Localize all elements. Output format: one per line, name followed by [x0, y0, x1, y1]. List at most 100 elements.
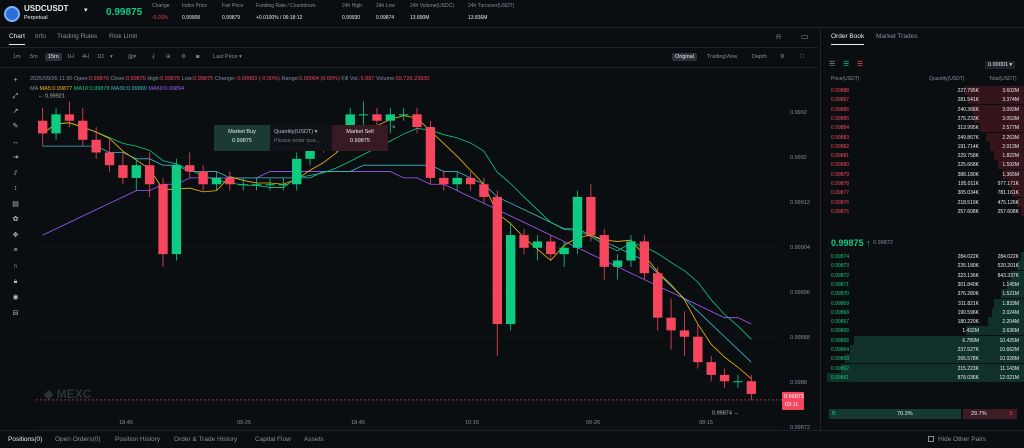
fullscreen-icon[interactable]: ⛶	[800, 54, 804, 60]
candlestick-chart[interactable]: 0.9992 0.9992 0.99912 0.99904 0.99896 0.99888…	[30, 68, 818, 430]
symbol-dropdown-icon[interactable]: ▾	[84, 7, 88, 14]
bid-row[interactable]: 0.99867 180.220K 2.204M	[821, 317, 1024, 327]
ask-row[interactable]: 0.99880 225.668K 1.592M	[821, 160, 1024, 170]
horizontal-ray-icon[interactable]: ⇥	[12, 154, 19, 161]
tab-assets[interactable]: Assets	[304, 436, 324, 443]
ask-row[interactable]: 0.99885 275.233K 3.053M	[821, 113, 1024, 123]
bid-row[interactable]: 0.99862 215.223K 11.143M	[821, 363, 1024, 373]
ask-row[interactable]: 0.99883 249.867K 2.263M	[821, 132, 1024, 142]
visibility-icon[interactable]: ◉	[12, 294, 19, 301]
bid-row[interactable]: 0.99874 284.022K 284.022K	[821, 252, 1024, 261]
interval-1h[interactable]: 1H	[67, 54, 75, 60]
view-tradingview[interactable]: TradingView	[707, 54, 738, 60]
bid-row[interactable]: 0.99873 235.180K 520.201K	[821, 261, 1024, 271]
tab-open-orders[interactable]: Open Orders(0)	[55, 436, 101, 443]
layout-both-icon[interactable]: ☰	[829, 61, 836, 68]
bid-row[interactable]: 0.99872 323.136K 843.337K	[821, 270, 1024, 280]
candle-body	[292, 158, 302, 185]
ask-row[interactable]: 0.99888 227.795K 3.602M	[821, 86, 1024, 95]
chart-area[interactable]: 0.9992 0.9992 0.99912 0.99904 0.99896 0.99888…	[30, 68, 818, 430]
bid-price: 0.99869	[831, 300, 850, 307]
ask-row[interactable]: 0.99877 305.034K 781.161K	[821, 188, 1024, 198]
interval-5m[interactable]: 5m	[30, 54, 38, 60]
bid-row[interactable]: 0.99868 190.596K 2.024M	[821, 307, 1024, 317]
interval-4h[interactable]: 4H	[82, 54, 90, 60]
symbol-name[interactable]: USDCUSDT	[24, 4, 69, 13]
bid-row[interactable]: 0.99871 301.840K 1.145M	[821, 279, 1024, 289]
interval-1m[interactable]: 1m	[13, 54, 21, 60]
interval-15m[interactable]: 15m	[45, 53, 62, 61]
market-buy-button[interactable]: Market Buy 0.99875	[214, 125, 270, 151]
tab-trading-rules[interactable]: Trading Rules	[57, 33, 98, 40]
ray-icon[interactable]: ↗	[12, 108, 19, 115]
tab-chart[interactable]: Chart	[9, 33, 25, 45]
quantity-input[interactable]	[274, 138, 328, 144]
candle-body	[104, 152, 115, 166]
bid-row[interactable]: 0.99864 237.527K 10.662M	[821, 345, 1024, 354]
bid-row[interactable]: 0.99865 6.789M 10.425M	[821, 335, 1024, 345]
close-icon[interactable]: ×	[392, 125, 396, 131]
trash-icon[interactable]: ⊟	[12, 310, 19, 317]
view-depth[interactable]: Depth	[752, 54, 767, 60]
rectangle-icon[interactable]: ▤	[12, 201, 19, 208]
path-icon[interactable]: ✥	[12, 232, 19, 239]
tab-info[interactable]: Info	[35, 33, 46, 40]
market-sell-button[interactable]: Market Sell 0.99875	[332, 125, 388, 151]
bid-row[interactable]: 0.99866 1.432M 3.636M	[821, 326, 1024, 336]
layout-bids-icon[interactable]: ☰	[843, 61, 850, 68]
indicator-icon[interactable]: ⨍	[152, 54, 155, 60]
view-original[interactable]: Original	[672, 53, 697, 61]
bid-row[interactable]: 0.99870 376.280K 1.521M	[821, 289, 1024, 299]
bid-row[interactable]: 0.99869 311.821K 1.833M	[821, 298, 1024, 308]
candle-body	[185, 165, 195, 172]
tab-capital-flow[interactable]: Capital Flow	[255, 436, 291, 443]
crosshair-icon[interactable]: +	[13, 77, 18, 84]
usdc-coin-icon	[4, 6, 20, 22]
fib-icon[interactable]: ≡	[13, 247, 18, 254]
chart-settings-icon[interactable]: ⚙	[780, 54, 785, 60]
bid-total: 843.337K	[997, 272, 1019, 279]
ask-row[interactable]: 0.99881 229.758K 1.822M	[821, 151, 1024, 161]
horizontal-line-icon[interactable]: ↔	[12, 139, 19, 146]
parallel-channel-icon[interactable]: ⫽	[13, 170, 18, 177]
trendline-icon[interactable]: ⤢	[12, 93, 19, 100]
hide-other-pairs-label: Hide Other Pairs	[938, 436, 987, 443]
bid-quantity: 237.527K	[957, 347, 979, 353]
layout-asks-icon[interactable]: ☰	[857, 61, 864, 68]
ask-depth-bar	[974, 113, 1024, 123]
tab-position-history[interactable]: Position History	[115, 436, 161, 443]
price-type-select[interactable]: Last Price ▾	[213, 54, 242, 60]
ask-row[interactable]: 0.99882 191.714K 2.013M	[821, 141, 1024, 151]
ask-row[interactable]: 0.99878 195.011K 977.171K	[821, 179, 1024, 188]
bid-total: 284.022K	[997, 254, 1019, 260]
ask-total: 3.053M	[1002, 115, 1019, 122]
collapse-icon[interactable]: ▭	[801, 32, 809, 41]
brush-icon[interactable]: ✿	[12, 216, 19, 223]
layout-icon[interactable]: ⊞	[166, 54, 171, 60]
bid-row[interactable]: 0.99863 265.578K 10.928M	[821, 354, 1024, 364]
ask-row[interactable]: 0.99876 218.519K 475.126K	[821, 197, 1024, 207]
pencil-icon[interactable]: ✎	[12, 123, 19, 130]
ask-row[interactable]: 0.99886 240.366K 3.093M	[821, 104, 1024, 114]
interval-1d[interactable]: 1D	[97, 54, 105, 60]
ask-row[interactable]: 0.99884 313.995K 2.577M	[821, 123, 1024, 133]
tab-order-trade-history[interactable]: Order & Trade History	[174, 436, 238, 443]
tab-positions[interactable]: Positions(0)	[8, 436, 43, 443]
ask-row[interactable]: 0.99879 388.180K 1.365M	[821, 169, 1024, 179]
tab-risk-limit[interactable]: Risk Limit	[109, 33, 138, 40]
precision-select[interactable]: 0.00001 ▾	[985, 61, 1016, 69]
bell-icon[interactable]: ⍾	[776, 32, 782, 41]
ask-row[interactable]: 0.99887 281.541K 3.374M	[821, 95, 1024, 105]
tab-order-book[interactable]: Order Book	[831, 33, 865, 45]
bid-row[interactable]: 0.99861 878.036K 12.021M	[821, 372, 1024, 382]
ask-row[interactable]: 0.99875 257.608K 257.608K	[821, 206, 1024, 216]
magnet-icon[interactable]: ∩	[12, 263, 19, 270]
hide-other-pairs-checkbox[interactable]	[928, 436, 934, 442]
interval-dropdown-icon[interactable]: ▾	[110, 54, 113, 60]
vertical-line-icon[interactable]: ↕	[13, 185, 18, 192]
candle-type-icon[interactable]: ▥▾	[128, 54, 136, 60]
settings-icon[interactable]: ⚙	[181, 54, 186, 60]
screenshot-icon[interactable]: ◙	[196, 54, 200, 60]
tab-market-trades[interactable]: Market Trades	[876, 33, 918, 40]
lock-icon[interactable]: 🔒︎	[13, 278, 18, 285]
